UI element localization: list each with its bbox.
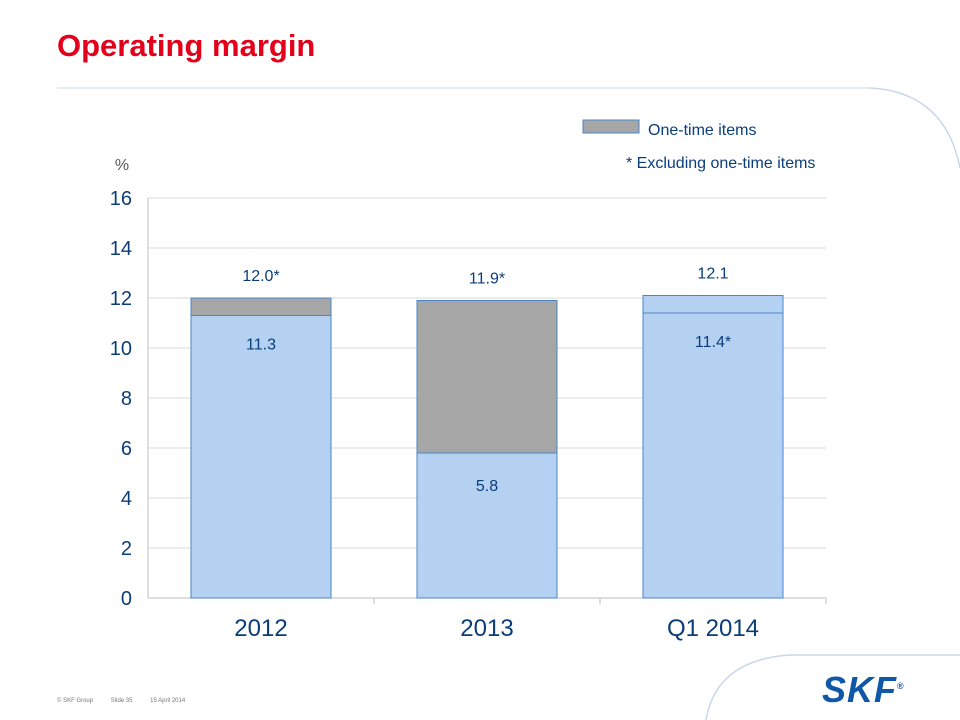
bar-total-label: 11.9* [469, 271, 505, 288]
y-axis-label: % [115, 157, 129, 174]
y-tick-label: 16 [110, 188, 132, 210]
bar-total-label: 12.0* [242, 268, 279, 285]
legend-swatch [582, 119, 640, 134]
bar-inner-label: 11.4* [695, 334, 731, 351]
logo-text: SKF [822, 669, 897, 710]
bar-one-time-segment [416, 300, 558, 454]
skf-logo: SKF® [822, 672, 905, 708]
page-title: Operating margin [57, 28, 316, 63]
y-tick-label: 12 [110, 288, 132, 310]
footer: © SKF Group Slide 35 15 April 2014 [57, 698, 201, 704]
footer-date: 15 April 2014 [150, 698, 186, 704]
bar-base-segment [190, 315, 332, 599]
bar-one-time-segment [190, 297, 332, 316]
y-tick-label: 6 [121, 438, 132, 460]
footer-copyright: © SKF Group [57, 698, 94, 704]
legend-label: One-time items [648, 122, 756, 139]
bar-one-time-segment [642, 295, 784, 314]
bar-inner-label: 11.3 [246, 337, 276, 354]
footer-slide-number: Slide 35 [110, 698, 133, 704]
logo-registered-mark: ® [897, 681, 905, 691]
x-tick-label: Q1 2014 [667, 615, 759, 642]
y-tick-label: 4 [121, 488, 132, 510]
top-right-curve [869, 87, 960, 169]
y-tick-label: 14 [110, 238, 132, 260]
y-tick-label: 0 [121, 588, 132, 610]
bar-base-segment [416, 452, 558, 599]
bottom-right-curve [705, 654, 960, 720]
footnote-excluding-one-time: * Excluding one-time items [626, 155, 815, 172]
x-tick-label: 2013 [460, 615, 513, 642]
bar-total-label: 12.1 [697, 266, 728, 283]
x-tick-label: 2012 [234, 615, 287, 642]
y-tick-label: 2 [121, 538, 132, 560]
y-tick-label: 10 [110, 338, 132, 360]
y-tick-label: 8 [121, 388, 132, 410]
bar-inner-label: 5.8 [476, 478, 498, 495]
bar-base-segment [642, 312, 784, 599]
